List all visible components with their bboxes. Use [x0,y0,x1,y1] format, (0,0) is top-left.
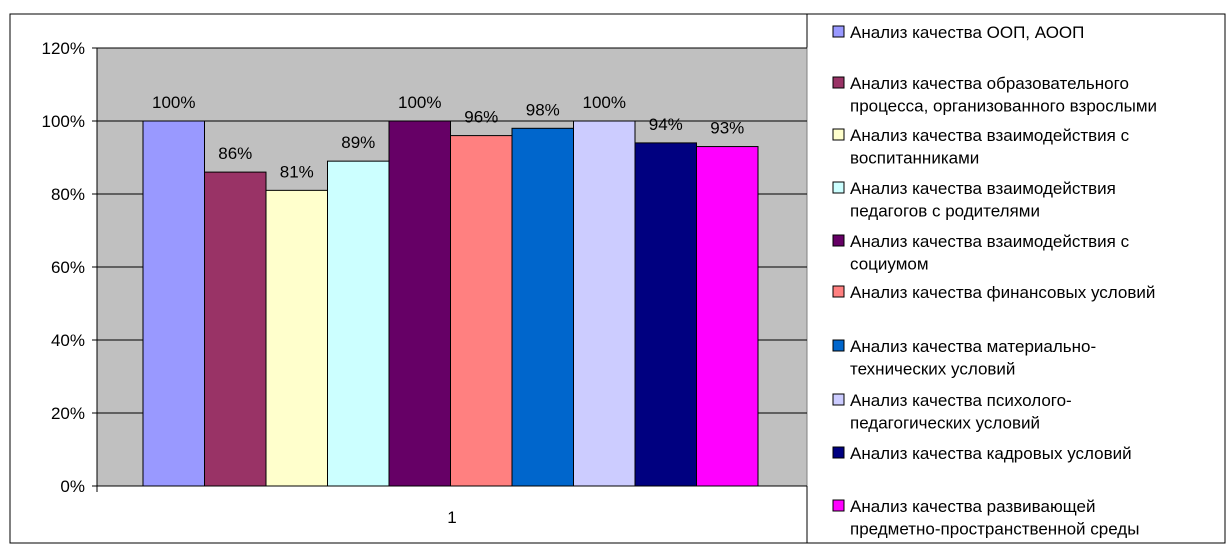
data-label: 86% [218,144,252,163]
legend-swatch [832,181,845,194]
bar [327,160,390,487]
x-tick-label: 1 [447,508,456,527]
legend-swatch [832,393,845,406]
legend-label: социумом [850,255,929,274]
legend-label: Анализ качества кадровых условий [850,444,1132,463]
bar [696,146,759,487]
bar [142,120,205,487]
data-label: 89% [341,133,375,152]
legend-swatch [832,234,845,247]
data-label: 100% [152,93,195,112]
y-tick-label: 80% [51,185,85,204]
legend-label: Анализ качества взаимодействия [850,179,1116,198]
bar [450,135,513,487]
bar [388,120,451,487]
legend-label: технических условий [850,360,1015,379]
legend-label: Анализ качества взаимодействия с [850,232,1130,251]
bar [511,127,574,487]
legend-label: воспитанниками [850,149,979,168]
data-label: 93% [710,119,744,138]
data-label: 98% [526,100,560,119]
data-label: 96% [464,108,498,127]
y-tick-label: 0% [60,477,85,496]
data-label: 100% [398,93,441,112]
legend-label: Анализ качества финансовых условий [850,283,1155,302]
legend-swatch [832,499,845,512]
legend-swatch [832,446,845,459]
legend-label: предметно-пространственной среды [850,520,1139,539]
legend-label: Анализ качества ООП, АООП [850,23,1084,42]
y-tick-label: 20% [51,404,85,423]
y-tick-label: 120% [42,39,85,58]
legend-label: Анализ качества взаимодействия с [850,126,1130,145]
data-label: 100% [583,93,626,112]
plot-area: 0% 20% 40% 60% 80% 100% 120% 1 100% 86% 81% 89% 100%… [42,39,808,527]
legend-swatch [832,76,845,89]
legend-swatch [832,128,845,141]
legend-swatch [832,25,845,38]
bar [573,120,636,487]
legend: Анализ качества ООП, АООП Анализ качества… [832,23,1157,539]
legend-label: Анализ качества психолого- [850,391,1072,410]
legend-label: Анализ качества материально- [850,337,1096,356]
bar [204,171,267,487]
y-tick-label: 60% [51,258,85,277]
data-label: 94% [649,115,683,134]
legend-swatch [832,285,845,298]
bar [265,189,328,487]
legend-label: педагогов с родителями [850,202,1040,221]
legend-label: процесса, организованного взрослыми [850,97,1157,116]
legend-swatch [832,339,845,352]
legend-label: педагогических условий [850,414,1040,433]
y-tick-label: 40% [51,331,85,350]
data-label: 81% [280,162,314,181]
legend-label: Анализ качества образовательного [850,74,1129,93]
bar [634,142,697,487]
y-tick-label: 100% [42,112,85,131]
legend-label: Анализ качества развивающей [850,497,1095,516]
